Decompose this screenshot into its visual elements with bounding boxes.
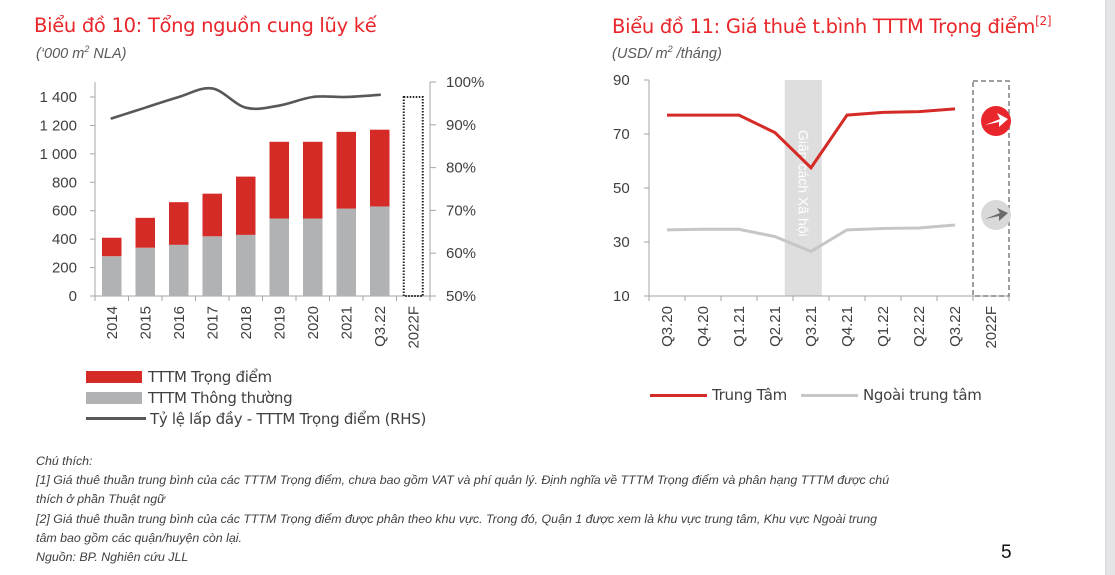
page-number: 5 bbox=[1001, 542, 1012, 563]
note-2-cont: tâm bao gồm các quận/huyện còn lại. bbox=[36, 530, 242, 545]
chart-11-legend: Trung Tâm Ngoài trung tâm bbox=[650, 386, 996, 404]
legend-item-outside: Ngoài trung tâm bbox=[800, 386, 982, 404]
svg-text:90: 90 bbox=[613, 72, 630, 89]
svg-text:Q4.21: Q4.21 bbox=[839, 306, 856, 347]
line-swatch-icon bbox=[86, 417, 146, 420]
gray-line-icon bbox=[800, 393, 858, 397]
svg-text:Giãn cách Xã hội: Giãn cách Xã hội bbox=[795, 130, 811, 237]
svg-text:2021: 2021 bbox=[338, 306, 355, 339]
svg-text:2018: 2018 bbox=[238, 306, 255, 339]
red-line-icon bbox=[650, 393, 707, 397]
svg-text:1 000: 1 000 bbox=[39, 146, 77, 163]
svg-text:Q3.21: Q3.21 bbox=[803, 306, 820, 347]
legend-item-key-mall: TTTM Trọng điểm bbox=[86, 366, 426, 387]
legend-label: Trung Tâm bbox=[712, 386, 787, 404]
svg-text:2015: 2015 bbox=[137, 306, 154, 339]
svg-text:70: 70 bbox=[613, 126, 630, 143]
legend-item-occupancy: Tỷ lệ lấp đầy - TTTM Trọng điểm (RHS) bbox=[86, 408, 426, 429]
notes-heading: Chú thích: bbox=[36, 454, 93, 468]
svg-text:Q4.20: Q4.20 bbox=[695, 306, 712, 347]
svg-text:50%: 50% bbox=[446, 288, 476, 305]
unit-text-end: /tháng) bbox=[672, 45, 722, 62]
note-1-cont: thích ở phần Thuật ngữ bbox=[36, 492, 166, 507]
footnote-ref: [2] bbox=[1035, 14, 1052, 28]
svg-text:600: 600 bbox=[52, 203, 77, 220]
footnotes: Chú thích: [1] Giá thuê thuần trung bình… bbox=[36, 452, 1101, 567]
svg-text:1 400: 1 400 bbox=[39, 89, 77, 106]
unit-text: (‘000 m bbox=[36, 45, 85, 62]
svg-text:2022F: 2022F bbox=[405, 306, 422, 349]
unit-text: (USD/ m bbox=[612, 45, 668, 62]
unit-superscript: 2 bbox=[84, 44, 90, 54]
legend-label: Ngoài trung tâm bbox=[862, 386, 982, 404]
legend-label: TTTM Trọng điểm bbox=[148, 367, 272, 386]
legend-label: Tỷ lệ lấp đầy - TTTM Trọng điểm (RHS) bbox=[150, 409, 427, 428]
svg-text:Q2.22: Q2.22 bbox=[911, 306, 928, 347]
svg-text:90%: 90% bbox=[446, 117, 476, 134]
note-2: [2] Giá thuê thuần trung bình của các TT… bbox=[36, 511, 878, 526]
svg-text:30: 30 bbox=[613, 234, 630, 251]
source-note: Nguồn: BP. Nghiên cứu JLL bbox=[36, 550, 189, 565]
svg-text:Q3.22: Q3.22 bbox=[372, 306, 389, 347]
chart-11-unit: (USD/ m2 /tháng) bbox=[612, 44, 722, 62]
svg-text:800: 800 bbox=[52, 174, 77, 191]
svg-text:0: 0 bbox=[69, 288, 77, 305]
svg-text:1 200: 1 200 bbox=[39, 117, 77, 134]
svg-text:2016: 2016 bbox=[171, 306, 188, 339]
svg-text:Q1.21: Q1.21 bbox=[731, 306, 748, 347]
legend-item-normal-mall: TTTM Thông thường bbox=[86, 387, 426, 408]
legend-item-center: Trung Tâm bbox=[650, 386, 787, 404]
chart-10-title-text: Biểu đồ 10: Tổng nguồn cung lũy kế bbox=[34, 14, 377, 37]
svg-text:400: 400 bbox=[52, 231, 77, 248]
svg-text:10: 10 bbox=[613, 288, 630, 305]
svg-text:2022F: 2022F bbox=[983, 306, 1000, 349]
svg-text:Q1.22: Q1.22 bbox=[875, 306, 892, 347]
unit-superscript: 2 bbox=[667, 44, 673, 54]
svg-text:Q3.22: Q3.22 bbox=[947, 306, 964, 347]
scrollbar[interactable] bbox=[1105, 0, 1115, 575]
svg-text:200: 200 bbox=[52, 260, 77, 277]
chart-10-unit: (‘000 m2 NLA) bbox=[36, 44, 126, 62]
up-arrow-icon bbox=[981, 200, 1011, 230]
svg-text:60%: 60% bbox=[446, 245, 476, 262]
red-swatch-icon bbox=[86, 370, 142, 383]
svg-text:2020: 2020 bbox=[305, 306, 322, 339]
chart-10-title: Biểu đồ 10: Tổng nguồn cung lũy kế bbox=[34, 14, 377, 37]
chart-11-title-text: Biểu đồ 11: Giá thuê t.bình TTTM Trọng đ… bbox=[612, 15, 1036, 38]
legend-label: TTTM Thông thường bbox=[148, 388, 293, 407]
svg-text:2017: 2017 bbox=[204, 306, 221, 339]
unit-text-end: NLA) bbox=[89, 45, 127, 62]
svg-text:50: 50 bbox=[613, 180, 630, 197]
svg-text:70%: 70% bbox=[446, 202, 476, 219]
svg-text:Q2.21: Q2.21 bbox=[767, 306, 784, 347]
svg-text:100%: 100% bbox=[446, 74, 484, 91]
svg-text:80%: 80% bbox=[446, 160, 476, 177]
note-1: [1] Giá thuê thuần trung bình của các TT… bbox=[36, 473, 890, 488]
gray-swatch-icon bbox=[86, 391, 142, 404]
up-arrow-icon bbox=[981, 106, 1011, 136]
chart-11-title: Biểu đồ 11: Giá thuê t.bình TTTM Trọng đ… bbox=[612, 14, 1052, 38]
svg-text:2014: 2014 bbox=[104, 306, 121, 339]
chart-10-legend: TTTM Trọng điểm TTTM Thông thường Tỷ lệ … bbox=[86, 366, 426, 429]
svg-text:2019: 2019 bbox=[271, 306, 288, 339]
svg-text:Q3.20: Q3.20 bbox=[659, 306, 676, 347]
